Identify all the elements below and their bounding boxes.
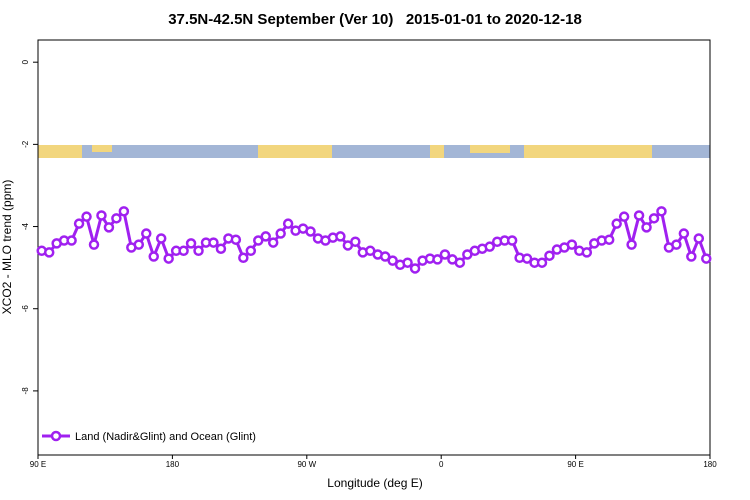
data-point [275,228,286,239]
map-land [258,145,332,158]
legend: Land (Nadir&Glint) and Ocean (Glint) [42,430,256,443]
y-tick-label: -4 [21,222,30,230]
data-point [178,245,189,257]
data-point [671,239,682,250]
map-strip [38,145,710,158]
y-tick-label: -6 [21,305,30,313]
data-point [648,213,660,224]
x-tick-label: 0 [439,460,444,469]
map-land [470,145,510,153]
data-point [155,233,167,244]
data-point [282,218,294,229]
data-point [641,222,652,233]
data-point [439,249,451,260]
y-tick-label: -8 [21,387,30,395]
data-point [432,254,443,265]
data-point [81,211,92,222]
legend-marker [50,430,62,442]
x-tick-label: 90 E [567,460,583,469]
data-point [230,234,242,245]
data-point [305,226,316,237]
data-point [618,211,630,222]
data-point [409,263,421,274]
data-point [626,239,637,250]
chart-title: 37.5N-42.5N September (Ver 10) 2015-01-0… [168,11,582,28]
map-land [524,145,652,158]
data-point [484,241,495,252]
data-point [693,233,705,244]
data-point [163,253,174,264]
data-point [603,234,615,245]
data-point [238,252,249,264]
data-point [66,235,77,246]
data-point [506,235,518,246]
data-point [118,206,130,217]
map-land [38,145,82,158]
data-point [536,257,548,268]
data-point [611,218,622,229]
data-point [379,251,391,262]
y-axis-label: XCO2 - MLO trend (ppm) [0,180,14,315]
data-point [73,218,85,229]
x-tick-label: 90 E [30,460,46,469]
data-point [544,250,555,261]
data-point [43,247,55,258]
data-point [185,238,197,249]
data-point [454,257,466,268]
data-point [208,237,219,248]
x-tick-label: 180 [703,460,717,469]
y-tick-label: 0 [21,59,30,64]
data-point [581,247,593,258]
data-point [96,210,107,221]
data-point [686,251,697,262]
data-point [566,239,578,250]
data-point [402,257,413,268]
legend-label: Land (Nadir&Glint) and Ocean (Glint) [75,431,256,443]
data-point [350,236,361,247]
x-tick-label: 180 [166,460,180,469]
data-point [88,239,100,250]
data-point [148,251,159,262]
data-point [133,239,145,250]
data-point [253,235,264,246]
data-point [193,245,204,257]
data-point [215,243,227,254]
data-point [245,245,257,257]
map-land [430,145,444,158]
map-land [92,145,112,152]
data-point [141,228,152,239]
data-point [267,237,279,248]
data-point [387,255,398,266]
x-axis-label: Longitude (deg E) [327,476,422,490]
y-tick-label: -2 [21,140,30,148]
data-point [260,231,271,242]
data-point [111,213,122,224]
data-point [103,222,115,233]
data-point [678,228,690,239]
data-point [656,206,667,217]
x-tick-label: 90 W [297,460,316,469]
data-point [701,253,712,264]
data-point [521,253,533,264]
data-point [633,210,645,221]
data-point [335,231,346,242]
